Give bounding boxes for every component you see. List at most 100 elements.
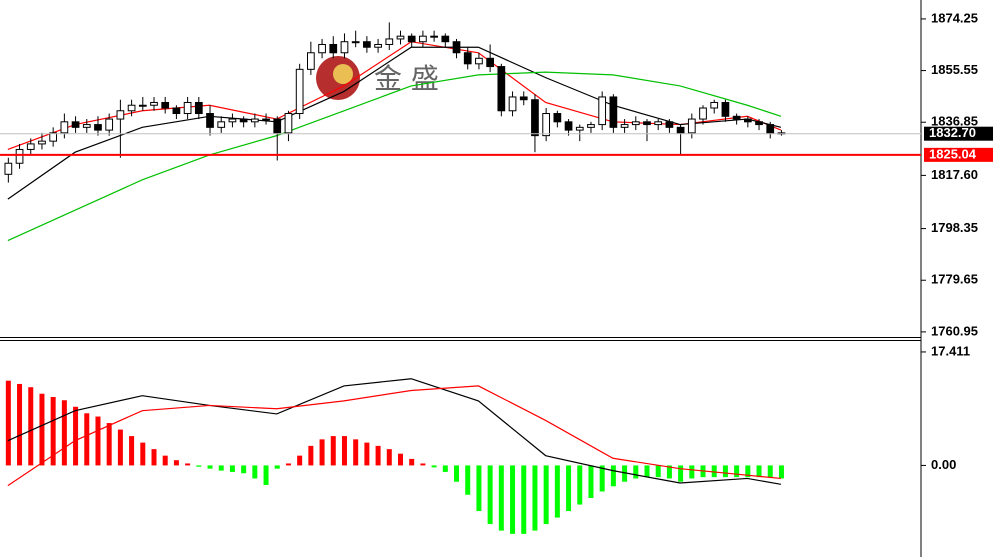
candle-body [363, 41, 371, 48]
histogram-bar [50, 396, 56, 466]
candle-body [755, 121, 763, 126]
histogram-bar [678, 465, 684, 482]
indicator-line [7, 71, 782, 242]
candle-body [441, 35, 450, 43]
histogram-bar [375, 445, 381, 466]
candle-body [94, 124, 102, 131]
candle-body [172, 107, 181, 115]
candle-body [430, 35, 438, 38]
candle-body [609, 96, 618, 128]
y-tick-label: 1836.85 [931, 114, 978, 129]
histogram-bar [386, 449, 392, 466]
candle-body [732, 115, 741, 120]
candle-body [194, 101, 203, 115]
candle-body [150, 101, 158, 106]
indicator-line [7, 378, 782, 485]
candle-body [71, 121, 80, 128]
candle-body [620, 124, 629, 128]
histogram-bar [633, 465, 639, 479]
candle-body [475, 57, 483, 65]
histogram-bar [17, 383, 23, 466]
candle-body [519, 96, 528, 101]
y-tick-label: 0.00 [931, 457, 956, 472]
candle-body [497, 66, 506, 112]
histogram-bar [745, 465, 751, 478]
candle-body [407, 35, 416, 43]
candle-body [419, 35, 427, 43]
candle-body [486, 57, 494, 68]
y-tick-label: 1779.65 [931, 272, 978, 287]
candle-body [385, 38, 394, 45]
candle-body [374, 43, 382, 48]
price-label: 1832.70 [929, 125, 976, 140]
candle-body [396, 35, 405, 40]
histogram-bar [274, 465, 280, 469]
histogram-bar [196, 465, 202, 467]
candle-body [766, 124, 775, 134]
logo-inner [333, 64, 353, 84]
candle-body [127, 104, 136, 112]
candle-body [340, 41, 349, 54]
price-label: 1825.04 [929, 146, 977, 161]
y-tick-label: 1817.60 [931, 167, 978, 182]
histogram-bar [285, 463, 291, 466]
candle-body [631, 121, 640, 126]
candle-body [318, 43, 326, 54]
histogram-bar [364, 442, 370, 466]
histogram-bar [28, 387, 34, 466]
candle-body [699, 107, 707, 120]
candle-body [262, 118, 270, 121]
histogram-bar [487, 465, 493, 525]
histogram-bar [241, 465, 247, 474]
candle-body [351, 41, 360, 44]
histogram-bar [442, 465, 448, 472]
candle-body [665, 121, 674, 128]
histogram-bar [39, 393, 45, 466]
histogram-bar [644, 465, 650, 478]
candle-body [295, 68, 304, 115]
histogram-bar [588, 465, 594, 499]
candle-body [643, 121, 651, 126]
candle-body [531, 99, 539, 137]
histogram-bar [498, 465, 504, 531]
candle-body [284, 113, 293, 134]
histogram-bar [599, 465, 605, 492]
histogram-bar [229, 465, 235, 472]
candle-body [228, 118, 237, 123]
histogram-bar [353, 439, 359, 466]
candle-body [463, 52, 472, 65]
histogram-bar [297, 455, 303, 466]
candle-body [239, 118, 248, 123]
candle-body [307, 52, 315, 70]
candle-body [161, 101, 170, 109]
candle-body [4, 162, 13, 175]
histogram-bar [129, 436, 135, 466]
histogram-bar [84, 413, 90, 466]
histogram-bar [689, 465, 695, 479]
histogram-bar [734, 465, 740, 478]
candle-body [553, 113, 562, 123]
candle-body [587, 124, 595, 128]
histogram-bar [767, 465, 773, 478]
histogram-bar [711, 465, 717, 478]
histogram-bar [397, 453, 403, 466]
y-tick-label: 17.411 [931, 343, 970, 358]
candle-body [575, 126, 584, 131]
candle-body [687, 118, 696, 134]
candle-body [329, 43, 338, 54]
histogram-bar [162, 455, 168, 466]
candle-body [15, 148, 24, 164]
candle-body [38, 140, 46, 145]
histogram-bar [756, 465, 762, 478]
histogram-bar [532, 465, 538, 531]
candle-body [452, 41, 461, 54]
histogram-bar [61, 400, 67, 466]
histogram-bar [330, 436, 336, 466]
watermark-logo: 金 盛 [316, 56, 439, 100]
histogram-bar [655, 465, 661, 478]
candle-body [564, 121, 573, 131]
candle-body [105, 118, 114, 131]
histogram-bar [610, 465, 616, 487]
y-tick-label: 1798.35 [931, 220, 978, 235]
